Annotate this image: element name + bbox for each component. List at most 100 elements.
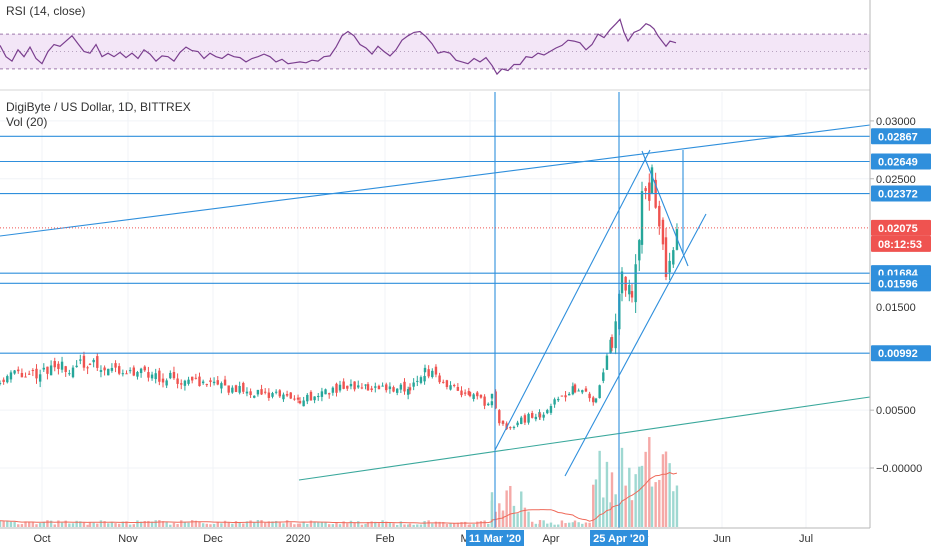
volume-bar [624,485,627,527]
candle-body [256,389,260,395]
candle-body [638,240,641,261]
candle-body [86,367,89,369]
candle-body [205,384,208,386]
candle-body [431,370,434,377]
volume-bar [13,521,16,527]
volume-bar [306,523,309,527]
candle-body [68,373,71,375]
volume-bar [234,521,238,527]
volume-bar [165,522,168,527]
candle-body [82,355,86,368]
volume-bar [628,467,631,527]
candle-body [267,392,271,398]
volume-bar [242,523,245,527]
volume-bar [571,522,575,527]
candle-body [96,356,99,368]
volume-bar [118,523,121,527]
candle-body [472,394,475,399]
volume-bar [392,523,395,527]
volume-bar [527,511,530,527]
volume-bar [132,524,135,527]
candle-body [490,393,494,399]
volume-bar [534,523,538,527]
candle-body [60,361,64,370]
candle-body [271,393,274,397]
candle-body [538,413,542,418]
volume-bar [509,485,512,527]
candle-body [42,367,45,370]
volume-bar [592,484,595,527]
candle-body [346,385,349,389]
candle-body [13,370,16,374]
volume-bar [143,520,146,527]
volume-bar [476,521,479,527]
volume-bar [668,463,671,527]
time-axis[interactable]: OctNovDec2020FebMarAprMayJunJul11 Mar '2… [33,530,813,546]
candle-body [501,420,505,424]
volume-bar [516,513,519,527]
trend-line[interactable] [298,396,871,481]
rsi-line [0,18,677,76]
candle-body [150,374,154,379]
candle-body [57,363,60,369]
level-label-bg [871,128,931,145]
volume-bar [412,524,415,527]
volume-bar [158,520,161,527]
price-pane[interactable]: DigiByte / US Dollar, 1D, BITTREX Vol (2… [0,92,871,528]
volume-bar [38,523,42,527]
volume-bar [640,465,644,527]
volume-bar [60,522,64,527]
rsi-title: RSI (14, close) [6,4,85,18]
candle-body [165,380,168,386]
volume-bar [349,520,353,527]
candle-body [564,395,567,398]
volume-bar [594,479,598,527]
level-label: 0.00992 [878,348,918,360]
candle-body [644,188,647,192]
volume-bar [17,524,20,527]
candle-body [282,394,285,400]
volume-bar [620,447,624,527]
candle-body [568,393,571,396]
trend-line[interactable] [641,150,689,267]
candle-body [628,285,631,295]
candle-body [64,366,67,372]
volume-bar [531,521,534,527]
trend-line[interactable] [564,213,707,477]
volume-bar [320,521,324,527]
candle-body [212,381,216,384]
trend-line[interactable] [494,149,651,451]
candle-body [403,381,406,392]
volume-bar [588,522,591,527]
drawings[interactable] [0,92,871,528]
candle-body [388,386,392,390]
price-axis[interactable]: 0.03000 0.02500 0.00500 −0.00000 0.01500 [870,116,922,475]
volume-bar [309,520,313,527]
candle-body [285,394,289,396]
candle-body [274,391,278,393]
volume-bar [231,523,234,527]
candle-body [494,391,497,409]
candle-body [38,374,42,382]
candle-body [520,417,523,424]
candle-body [419,377,423,383]
candle-body [610,336,614,348]
volume-moving-average [0,471,678,524]
candle-body [309,391,313,401]
candle-body [573,384,577,393]
volume-bar [328,524,331,527]
volume-bar [445,523,449,527]
time-tick-label: Apr [542,533,559,545]
volume-bar [602,497,605,527]
candle-body [110,367,114,371]
candle-body [445,380,449,388]
volume-bar [79,521,82,527]
volume-bar [238,521,241,527]
trend-line[interactable] [0,124,871,237]
candle-body [306,394,309,402]
candle-body [449,385,452,390]
candle-body [342,381,345,389]
candle-body [661,219,665,245]
